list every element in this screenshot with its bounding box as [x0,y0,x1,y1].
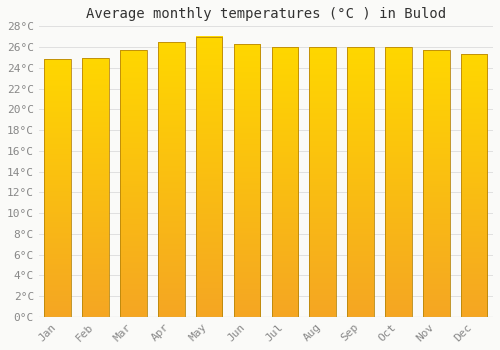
Title: Average monthly temperatures (°C ) in Bulod: Average monthly temperatures (°C ) in Bu… [86,7,446,21]
Bar [196,37,222,317]
Bar [120,50,146,317]
Bar [423,50,450,317]
Bar [385,47,411,317]
Bar [310,47,336,317]
Bar [44,60,71,317]
Bar [461,54,487,317]
Bar [272,47,298,317]
Bar [82,58,109,317]
Bar [348,47,374,317]
Bar [158,42,184,317]
Bar [234,44,260,317]
